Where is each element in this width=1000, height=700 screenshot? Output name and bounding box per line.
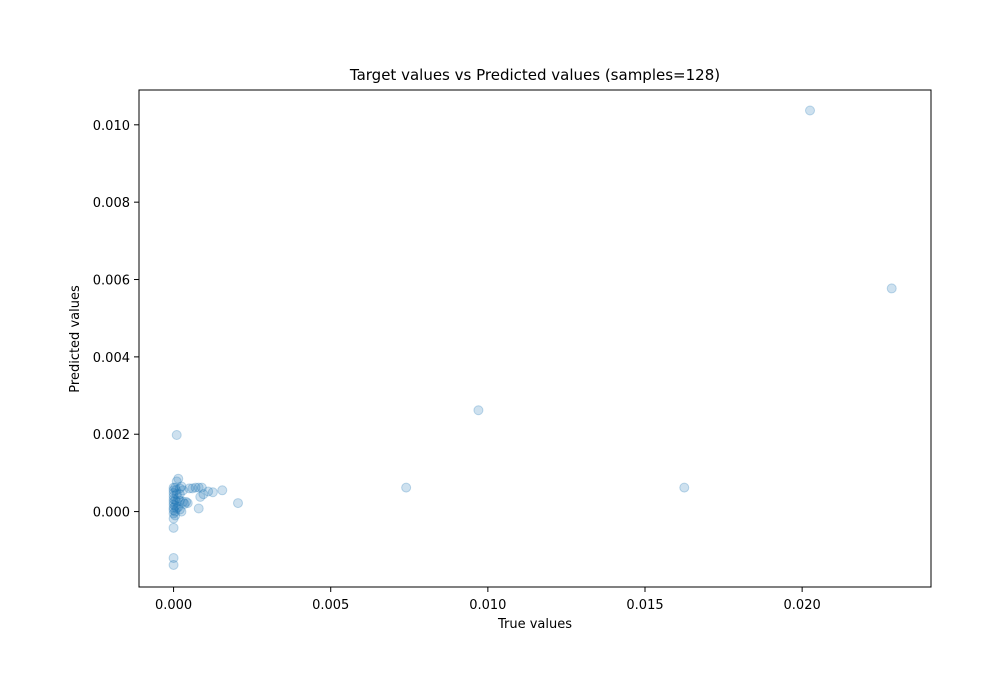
data-point bbox=[173, 473, 184, 484]
data-point bbox=[401, 482, 412, 493]
data-point bbox=[171, 489, 182, 500]
data-point bbox=[198, 489, 209, 500]
data-point bbox=[171, 503, 182, 514]
plot-frame bbox=[138, 89, 932, 588]
y-axis: 0.000 0.002 0.004 0.006 0.008 0.010 bbox=[93, 119, 139, 521]
data-point bbox=[171, 496, 182, 507]
data-point bbox=[174, 483, 185, 494]
y-axis-label: Predicted values bbox=[68, 285, 83, 393]
y-tick-label: 0.000 bbox=[93, 506, 130, 521]
data-point bbox=[203, 486, 214, 497]
y-tick-label: 0.008 bbox=[93, 196, 130, 211]
data-point bbox=[168, 552, 179, 563]
data-point bbox=[170, 482, 181, 493]
data-point bbox=[176, 481, 187, 492]
data-point bbox=[473, 405, 484, 416]
data-point bbox=[233, 498, 243, 509]
data-point bbox=[182, 498, 193, 509]
data-point bbox=[168, 502, 179, 513]
x-tick-label: 0.010 bbox=[469, 598, 506, 613]
data-point bbox=[193, 482, 204, 493]
y-tick-label: 0.002 bbox=[93, 428, 130, 443]
data-point bbox=[171, 476, 182, 487]
data-point bbox=[173, 501, 184, 512]
data-point bbox=[170, 500, 181, 511]
data-point bbox=[168, 559, 179, 570]
data-point bbox=[178, 496, 188, 507]
data-point bbox=[193, 503, 204, 514]
data-point bbox=[174, 495, 185, 506]
data-point bbox=[173, 493, 184, 504]
x-tick-label: 0.005 bbox=[312, 598, 349, 613]
x-tick-label: 0.015 bbox=[626, 598, 663, 613]
x-tick-label: 0.020 bbox=[784, 598, 821, 613]
data-point bbox=[168, 496, 179, 507]
data-point bbox=[190, 482, 201, 493]
data-point bbox=[168, 491, 179, 502]
data-point bbox=[805, 105, 815, 116]
data-point bbox=[168, 488, 179, 499]
data-point bbox=[181, 496, 192, 507]
data-point bbox=[179, 498, 190, 509]
x-axis-label: True values bbox=[497, 617, 572, 632]
data-point bbox=[171, 429, 182, 440]
x-tick-label: 0.000 bbox=[155, 598, 192, 613]
data-point bbox=[168, 522, 179, 533]
data-point bbox=[217, 485, 228, 496]
data-point bbox=[168, 499, 179, 510]
data-point bbox=[679, 482, 690, 493]
data-point bbox=[168, 508, 179, 519]
data-point bbox=[187, 483, 198, 494]
data-point bbox=[171, 485, 182, 496]
data-point bbox=[168, 513, 179, 524]
points-layer bbox=[168, 105, 897, 570]
data-point bbox=[170, 510, 181, 521]
data-point bbox=[170, 506, 181, 517]
data-point bbox=[886, 283, 897, 294]
data-point bbox=[168, 505, 179, 516]
data-point bbox=[168, 482, 179, 493]
data-point bbox=[168, 485, 179, 496]
data-point bbox=[207, 487, 218, 498]
data-point bbox=[184, 483, 195, 494]
data-point bbox=[178, 485, 188, 496]
data-point bbox=[176, 506, 187, 517]
y-tick-label: 0.006 bbox=[93, 274, 130, 289]
data-point bbox=[168, 494, 179, 505]
data-point bbox=[174, 489, 185, 500]
data-point bbox=[196, 482, 207, 493]
y-tick-label: 0.004 bbox=[93, 351, 130, 366]
y-tick-label: 0.010 bbox=[93, 119, 130, 134]
x-axis: 0.000 0.005 0.010 0.015 0.020 bbox=[155, 587, 821, 613]
data-point bbox=[170, 494, 181, 505]
data-point bbox=[174, 504, 185, 515]
chart-title: Target values vs Predicted values (sampl… bbox=[349, 66, 720, 84]
data-point bbox=[195, 491, 206, 502]
